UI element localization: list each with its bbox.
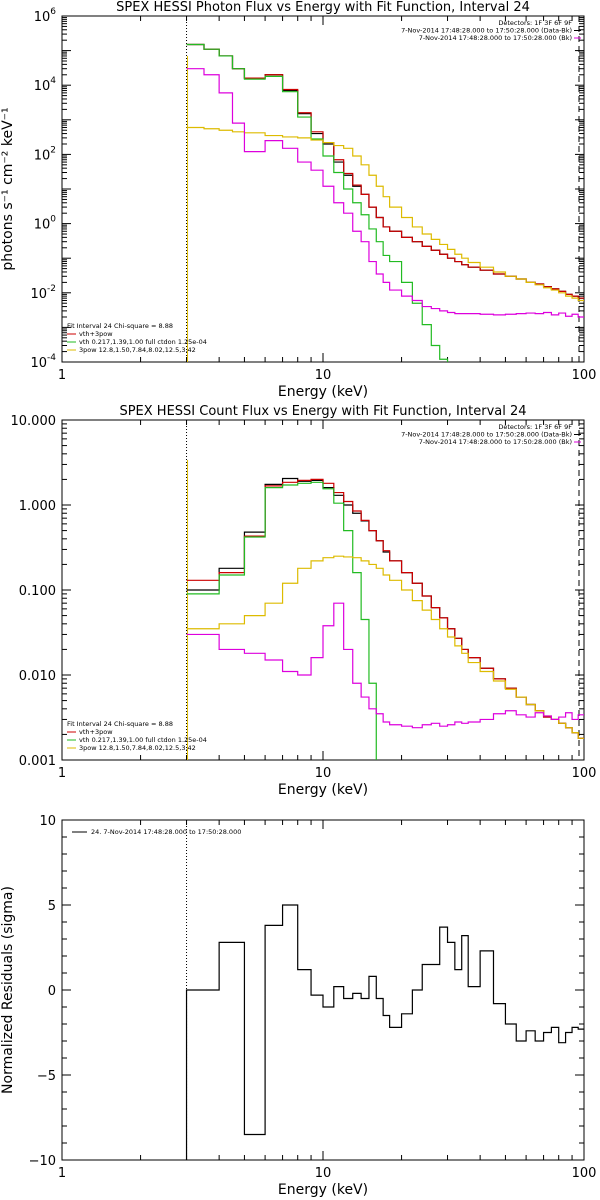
tick-base: 10 (30, 287, 47, 302)
legend-bottom-entry: vth+3pow (79, 330, 113, 338)
y-tick-label: 100 (34, 215, 57, 233)
tick-exponent: 4 (50, 76, 56, 86)
y-tick-label: 0.010 (19, 669, 56, 684)
series-line-residuals (185, 904, 584, 1160)
legend-bottom-entry: vth+3pow (79, 728, 113, 736)
tick-base: 10 (30, 356, 47, 371)
y-tick-label: 10 (39, 814, 56, 829)
chart-title: SPEX HESSI Count Flux vs Energy with Fit… (119, 404, 526, 419)
tick-base: 10 (34, 148, 51, 163)
x-axis-label: Energy (keV) (278, 1182, 368, 1198)
y-tick-label: 0 (48, 984, 56, 999)
plot-frame (61, 15, 585, 363)
tick-exponent: 2 (50, 145, 56, 155)
y-tick-label: −10 (29, 1154, 56, 1169)
x-tick-label: 10 (315, 766, 332, 781)
series-line-3pow (186, 555, 584, 739)
legend-top-entry: 7-Nov-2014 17:48:28.000 to 17:50:28.000 … (401, 27, 572, 35)
x-tick-label: 100 (572, 1166, 597, 1181)
y-tick-label: 5 (48, 899, 56, 914)
legend-bottom-entry: Fit Interval 24 Chi-square = 8.88 (67, 720, 173, 728)
series-line-bk (186, 68, 584, 318)
y-tick-label: 0.001 (19, 754, 56, 769)
tick-base: 10 (34, 10, 51, 25)
tick-exponent: -2 (47, 284, 56, 294)
series-line-3pow (186, 126, 584, 302)
series-line-vth (186, 481, 377, 760)
series-line-data-bk (186, 477, 584, 739)
y-tick-label: 10.000 (11, 414, 57, 429)
legend-entry: 24. 7-Nov-2014 17:48:28.000 to 17:50:28.… (91, 828, 241, 836)
legend-top-entry: Detectors: 1F 3F 6F 9F (498, 423, 572, 431)
x-tick-label: 1 (58, 766, 66, 781)
x-tick-label: 10 (315, 1166, 332, 1181)
legend-top-entry: 7-Nov-2014 17:48:28.000 to 17:50:28.000 … (419, 438, 572, 446)
panel-2: 1 10 100 0.001 0.010 0.100 1.000 10.000 SPEX HES… (11, 404, 597, 798)
legend-top-entry: Detectors: 1F 3F 6F 9F (498, 19, 572, 27)
plot-frame (61, 419, 585, 761)
series-group (186, 43, 584, 362)
x-tick-label: 1 (58, 1166, 66, 1181)
tick-exponent: -4 (47, 353, 56, 363)
series-group (185, 904, 584, 1160)
series-line-bk (186, 602, 584, 729)
y-tick-label: 10-4 (30, 353, 56, 371)
x-axis-label: Energy (keV) (278, 782, 368, 798)
tick-base: 10 (34, 218, 51, 233)
chart-title: SPEX HESSI Photon Flux vs Energy with Fi… (116, 0, 530, 15)
tick-exponent: 0 (50, 215, 56, 225)
y-axis-label: photons s⁻¹ cm⁻² keV⁻¹ (0, 107, 16, 270)
series-line-vth (186, 43, 449, 362)
legend-bottom-entry: vth 0.217,1.39,1.00 full ctdon 1.25e-04 (79, 338, 207, 346)
tick-base: 10 (34, 79, 51, 94)
legend-bottom-entry: 3pow 12.8,1.50,7.84,8.02,12.5,3.42 (79, 744, 196, 752)
series-group (186, 477, 584, 760)
y-tick-label: 1.000 (19, 499, 56, 514)
x-tick-label: 10 (315, 368, 332, 383)
y-tick-label: 102 (34, 145, 56, 163)
series-line-data-bk (186, 43, 584, 299)
plot-frame (61, 819, 585, 1161)
y-tick-label: 10-2 (30, 284, 56, 302)
tick-exponent: 6 (50, 7, 56, 17)
x-tick-label: 100 (572, 766, 597, 781)
x-tick-label: 1 (58, 368, 66, 383)
legend-bottom-entry: vth 0.217,1.39,1.00 full ctdon 1.25e-04 (79, 736, 207, 744)
y-tick-label: 0.100 (19, 584, 56, 599)
series-line-vth-3pow (186, 43, 584, 299)
y-tick-label: −5 (37, 1069, 56, 1084)
legend-top-entry: 7-Nov-2014 17:48:28.000 to 17:50:28.000 … (419, 34, 572, 42)
legend-bottom-entry: 3pow 12.8,1.50,7.84,8.02,12.5,3.42 (79, 346, 196, 354)
legend-bottom-entry: Fit Interval 24 Chi-square = 8.88 (67, 322, 173, 330)
x-tick-label: 100 (572, 368, 597, 383)
legend-top-entry: 7-Nov-2014 17:48:28.000 to 17:50:28.000 … (401, 431, 572, 439)
y-tick-label: 106 (34, 7, 57, 25)
x-axis-label: Energy (keV) (278, 384, 368, 400)
y-axis-label: Normalized Residuals (sigma) (0, 886, 16, 1094)
y-tick-label: 104 (34, 76, 57, 94)
series-line-vth-3pow (186, 478, 584, 739)
